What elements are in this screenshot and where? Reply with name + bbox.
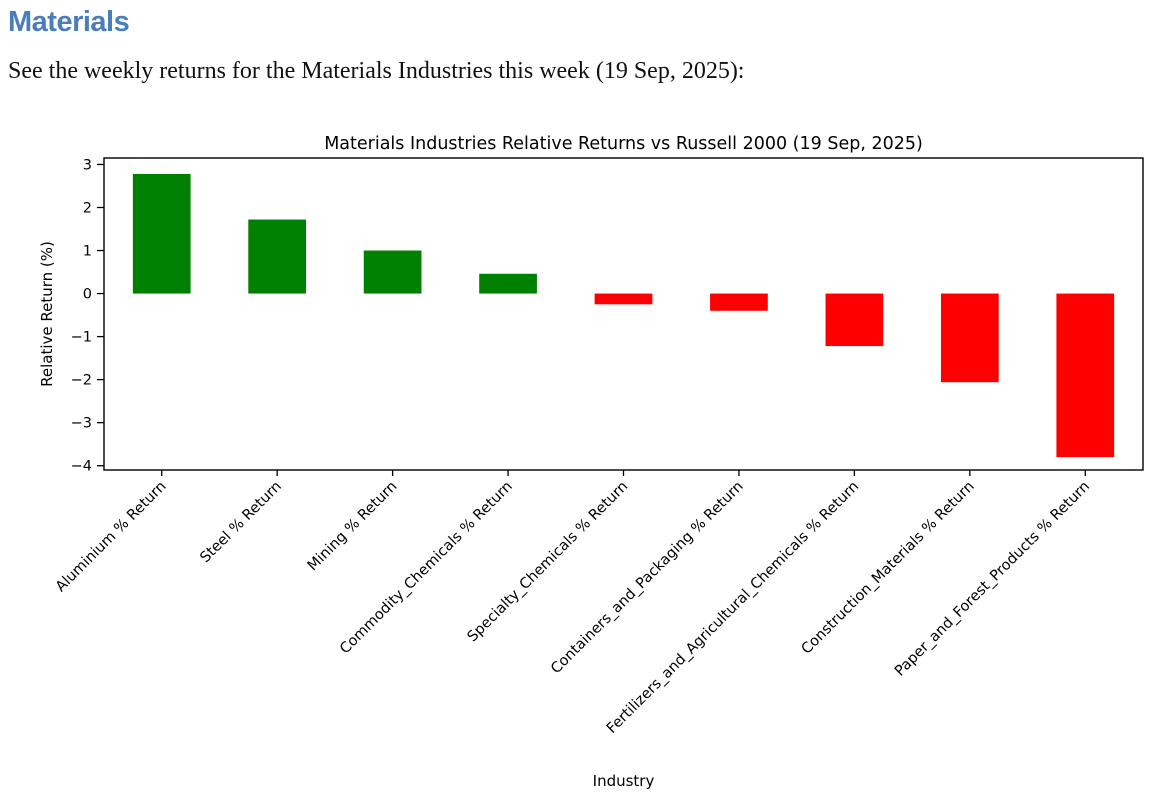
- bar-chart-canvas: Materials Industries Relative Returns vs…: [38, 134, 1144, 790]
- y-tick-label: 2: [83, 200, 92, 216]
- x-tick-label: Paper_and_Forest_Products % Return: [892, 479, 1093, 680]
- chart-title: Materials Industries Relative Returns vs…: [324, 134, 923, 154]
- x-tick-label: Aluminium % Return: [53, 479, 170, 596]
- axes-box: [103, 157, 1144, 471]
- intro-text: See the weekly returns for the Materials…: [8, 58, 745, 84]
- bar-positive: [132, 173, 191, 294]
- bar-positive: [363, 250, 422, 294]
- x-tick-label: Steel % Return: [197, 479, 285, 567]
- x-axis-label: Industry: [593, 772, 655, 790]
- x-tick-label: Containers_and_Packaging % Return: [548, 479, 747, 678]
- x-tick-label: Mining % Return: [305, 479, 401, 575]
- y-tick-label: −1: [71, 330, 92, 346]
- bar-positive: [248, 219, 307, 294]
- y-tick-label: −2: [71, 373, 92, 389]
- bar-negative: [940, 293, 999, 383]
- y-tick-label: −4: [71, 459, 92, 475]
- bar-negative: [710, 293, 768, 311]
- y-axis-label: Relative Return (%): [38, 241, 56, 387]
- y-tick-label: 3: [83, 157, 92, 173]
- bar-positive: [479, 273, 537, 294]
- y-tick-label: −3: [71, 416, 92, 432]
- x-tick-label: Fertilizers_and_Agricultural_Chemicals %…: [604, 479, 862, 737]
- section-heading: Materials: [8, 6, 130, 38]
- y-tick-label: 0: [83, 287, 92, 303]
- bar-negative: [594, 293, 653, 305]
- bar-negative: [1056, 293, 1115, 458]
- y-tick-label: 1: [83, 244, 92, 260]
- bar-negative: [825, 293, 884, 347]
- bar-chart-figure: Materials Industries Relative Returns vs…: [0, 118, 1152, 796]
